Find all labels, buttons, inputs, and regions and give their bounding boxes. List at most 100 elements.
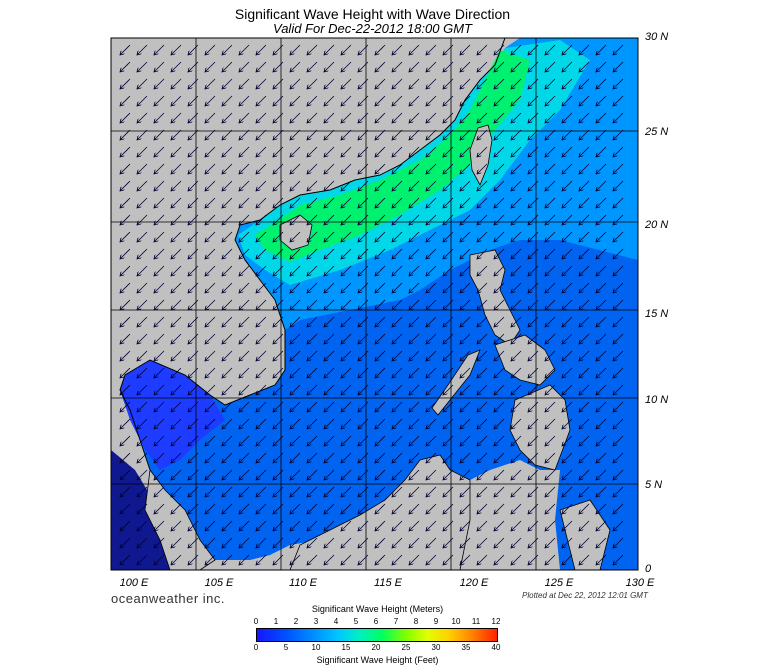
wave-arrow	[613, 146, 624, 157]
wave-arrow	[358, 384, 369, 395]
wave-arrow	[188, 537, 199, 548]
wave-arrow	[528, 384, 539, 395]
wave-arrow	[392, 452, 403, 463]
wave-arrow	[528, 367, 539, 378]
wave-arrow	[596, 180, 607, 191]
wave-arrow	[511, 537, 522, 548]
wave-arrow	[120, 61, 131, 72]
wave-arrow	[188, 95, 199, 106]
wave-arrow	[613, 248, 624, 259]
wave-arrow	[392, 520, 403, 531]
wave-arrow	[426, 180, 437, 191]
wave-arrow	[171, 384, 182, 395]
wave-arrow	[324, 350, 335, 361]
wave-arrow	[188, 163, 199, 174]
wave-arrow	[171, 282, 182, 293]
wave-arrow	[358, 537, 369, 548]
wave-arrow	[324, 384, 335, 395]
wave-arrow	[392, 44, 403, 55]
wave-arrow	[290, 214, 301, 225]
wave-arrow	[426, 554, 437, 565]
wave-arrow	[375, 44, 386, 55]
wave-arrow	[341, 78, 352, 89]
wave-arrow	[528, 452, 539, 463]
wave-arrow	[239, 180, 250, 191]
wave-arrow	[613, 282, 624, 293]
wave-arrow	[171, 129, 182, 140]
wave-arrow	[443, 146, 454, 157]
wave-arrow	[358, 265, 369, 276]
wave-arrow	[154, 282, 165, 293]
wave-arrow	[222, 486, 233, 497]
wave-arrow	[477, 265, 488, 276]
wave-arrow	[137, 316, 148, 327]
wave-arrow	[375, 265, 386, 276]
wave-arrow	[239, 44, 250, 55]
wave-arrow	[409, 452, 420, 463]
wave-arrow	[324, 163, 335, 174]
wave-arrow	[256, 95, 267, 106]
wave-arrow	[426, 401, 437, 412]
wave-arrow	[562, 384, 573, 395]
wave-arrow	[477, 248, 488, 259]
wave-arrow	[154, 435, 165, 446]
wave-arrow	[273, 537, 284, 548]
wave-arrow	[307, 197, 318, 208]
wave-arrow	[307, 231, 318, 242]
wave-arrow	[239, 282, 250, 293]
wave-arrow	[239, 520, 250, 531]
wave-arrow	[443, 401, 454, 412]
wave-arrow	[375, 146, 386, 157]
wave-arrow	[256, 333, 267, 344]
wave-arrow	[137, 78, 148, 89]
wave-arrow	[477, 452, 488, 463]
wave-arrow	[358, 299, 369, 310]
wave-arrow	[562, 197, 573, 208]
wave-arrow	[545, 469, 556, 480]
wave-arrow	[273, 146, 284, 157]
wave-arrow	[613, 112, 624, 123]
wave-arrow	[120, 333, 131, 344]
wave-arrow	[205, 333, 216, 344]
wave-arrow	[171, 214, 182, 225]
wave-arrow	[188, 401, 199, 412]
wave-arrow	[460, 95, 471, 106]
wave-arrow	[460, 180, 471, 191]
wave-arrow	[324, 282, 335, 293]
wave-arrow	[545, 316, 556, 327]
wave-arrow	[494, 265, 505, 276]
wave-arrow	[256, 554, 267, 565]
wave-arrow	[613, 299, 624, 310]
wave-arrow	[273, 384, 284, 395]
wave-arrow	[273, 435, 284, 446]
wave-arrow	[460, 265, 471, 276]
wave-arrow	[596, 265, 607, 276]
wave-arrow	[188, 452, 199, 463]
wave-arrow	[613, 265, 624, 276]
wave-arrow	[545, 44, 556, 55]
wave-arrow	[477, 299, 488, 310]
mainland-coastline	[119, 38, 506, 471]
wave-arrow	[596, 129, 607, 140]
wave-arrow	[443, 316, 454, 327]
wave-arrow	[460, 44, 471, 55]
wave-arrow	[579, 554, 590, 565]
wave-arrow	[273, 316, 284, 327]
wave-arrow	[188, 248, 199, 259]
wave-arrow	[324, 469, 335, 480]
wave-arrow	[239, 78, 250, 89]
wave-arrow	[443, 78, 454, 89]
wave-arrow	[511, 469, 522, 480]
wave-arrow	[596, 384, 607, 395]
wave-arrow	[477, 350, 488, 361]
wave-arrow	[613, 554, 624, 565]
wave-arrow	[290, 384, 301, 395]
wave-arrow	[460, 469, 471, 480]
wave-arrow	[409, 197, 420, 208]
wave-arrow	[290, 418, 301, 429]
wave-arrow	[528, 265, 539, 276]
wave-arrow	[511, 44, 522, 55]
wave-arrow	[562, 78, 573, 89]
wave-arrow	[154, 384, 165, 395]
wave-arrow	[545, 299, 556, 310]
